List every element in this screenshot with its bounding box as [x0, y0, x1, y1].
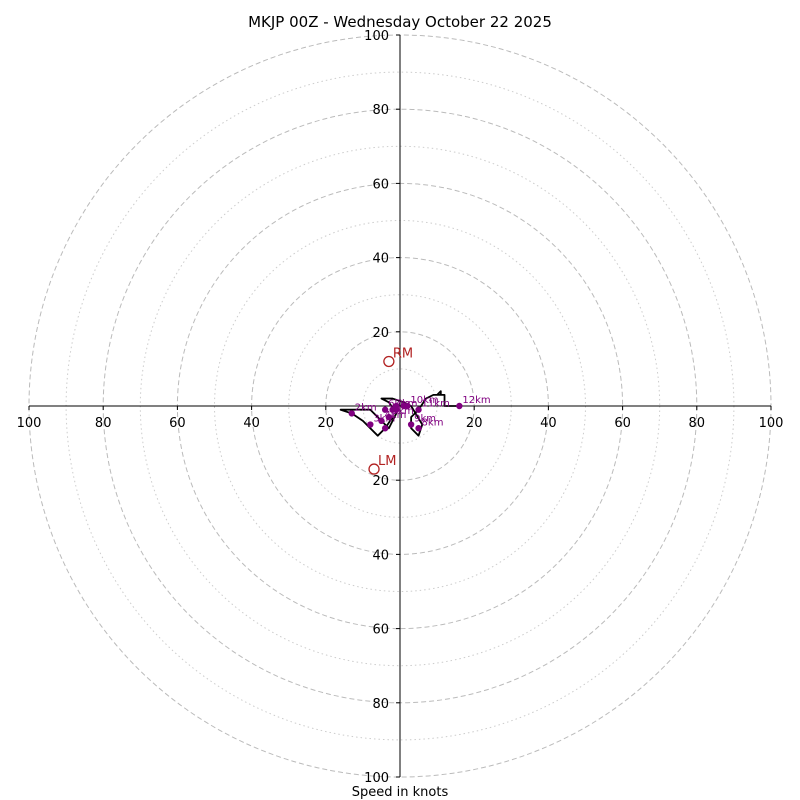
x-tick-label: 100 [759, 416, 784, 431]
height-marker-point [348, 410, 355, 417]
height-marker-point [381, 425, 389, 432]
height-marker-label: 2km [355, 402, 377, 413]
storm-motion-rm-label: RM [393, 346, 413, 361]
x-tick-label: 40 [540, 416, 557, 431]
height-marker-label: 12km [462, 395, 490, 406]
axes [29, 35, 771, 777]
chart-title: MKJP 00Z - Wednesday October 22 2025 [248, 13, 552, 31]
height-marker-point [393, 402, 400, 410]
height-marker-label: 4km [384, 410, 406, 421]
height-marker-point [415, 425, 422, 432]
height-marker-point [407, 421, 415, 428]
height-marker-point [385, 413, 393, 421]
y-tick-label: 40 [372, 252, 389, 267]
y-tick-label: 80 [372, 697, 389, 712]
height-marker-point [367, 421, 374, 428]
x-tick-label: 100 [17, 416, 42, 431]
x-tick-label: 20 [466, 416, 483, 431]
storm-motion-lm-label: LM [378, 454, 396, 469]
height-markers: 2km3km4km5km6km7km8km9km10km11km12km [348, 395, 491, 432]
x-tick-label: 60 [614, 416, 631, 431]
y-tick-label: 20 [372, 326, 389, 341]
y-tick-label: 20 [372, 474, 389, 489]
storm-motion-markers: RM LM [368, 346, 413, 475]
y-tick-label: 100 [364, 771, 389, 786]
height-marker-point [456, 402, 463, 410]
height-marker-point [415, 406, 422, 413]
y-tick-label: 40 [372, 548, 389, 563]
height-marker-label: 9km [414, 414, 436, 425]
x-axis-label: Speed in knots [352, 785, 449, 800]
tick-labels: 100 100 80 80 60 60 40 40 20 20 20 20 40 40 60 60 80 80 10… [17, 29, 784, 786]
height-marker-label: 6km [388, 399, 410, 410]
storm-motion-lm-marker [368, 463, 380, 475]
height-marker-label: 5km [392, 406, 414, 417]
storm-motion-rm-marker [383, 355, 395, 368]
x-tick-label: 80 [689, 416, 706, 431]
height-marker-point [381, 406, 389, 413]
y-tick-label: 80 [372, 103, 389, 118]
height-marker-label: 8km [422, 417, 444, 428]
height-marker-label: 3km [373, 414, 395, 425]
y-tick-label: 100 [364, 29, 389, 44]
x-tick-label: 20 [318, 416, 335, 431]
height-marker-label: 11km [422, 399, 450, 410]
height-marker-point [400, 402, 407, 410]
y-tick-label: 60 [372, 623, 389, 638]
x-tick-label: 40 [243, 416, 260, 431]
y-tick-label: 60 [372, 177, 389, 192]
height-marker-point [378, 417, 385, 425]
x-tick-label: 80 [95, 416, 112, 431]
height-marker-label: 10km [410, 395, 438, 406]
x-tick-label: 60 [169, 416, 186, 431]
